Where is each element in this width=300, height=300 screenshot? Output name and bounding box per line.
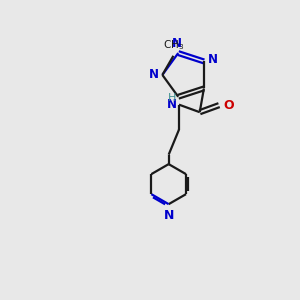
Text: H: H [168,93,177,103]
Text: N: N [149,68,159,81]
Text: N: N [167,98,177,111]
Text: N: N [164,209,174,223]
Text: O: O [224,99,234,112]
Text: N: N [207,52,218,66]
Text: CH$_3$: CH$_3$ [163,38,184,52]
Text: N: N [172,37,182,50]
